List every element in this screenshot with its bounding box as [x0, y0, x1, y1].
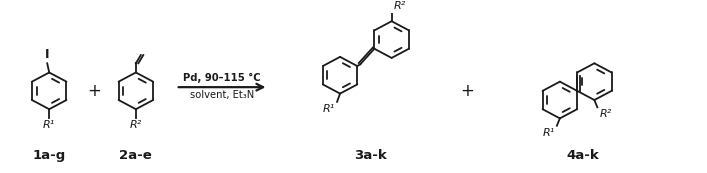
Text: 1a-g: 1a-g	[33, 149, 66, 162]
Text: solvent, Et₃N: solvent, Et₃N	[190, 90, 254, 100]
Text: 2a-e: 2a-e	[119, 149, 152, 162]
Text: R²: R²	[600, 109, 612, 119]
Text: R¹: R¹	[323, 104, 335, 114]
Text: R²: R²	[394, 1, 406, 11]
Text: 4a-k: 4a-k	[567, 149, 600, 162]
Text: Pd, 90–115 °C: Pd, 90–115 °C	[183, 73, 261, 84]
Text: R¹: R¹	[543, 128, 555, 138]
Text: +: +	[461, 82, 474, 100]
Text: I: I	[45, 48, 49, 61]
Text: R²: R²	[129, 120, 142, 130]
Text: 3a-k: 3a-k	[354, 149, 387, 162]
Text: R¹: R¹	[43, 120, 55, 130]
Text: +: +	[87, 82, 101, 100]
